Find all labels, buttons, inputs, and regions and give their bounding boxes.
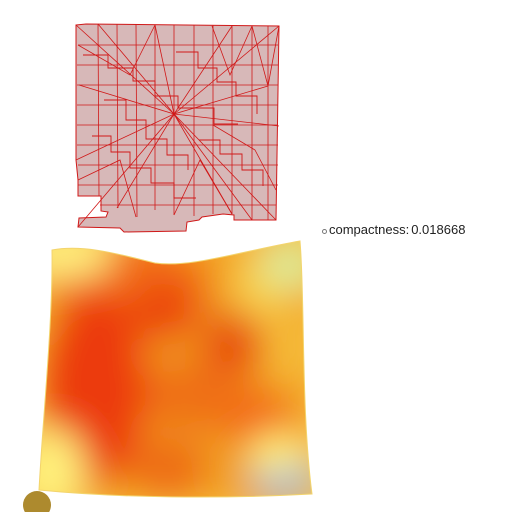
heatmap-surface [38, 240, 313, 498]
compactness-value: 0.018668 [411, 221, 466, 237]
vertex-handle-icon[interactable] [23, 491, 51, 512]
compactness-readout: compactness: 0.018668 [322, 219, 465, 239]
point-marker-icon [322, 229, 327, 234]
heatmap-edge-shadow [38, 240, 313, 498]
mesh-fill-area [75, 23, 280, 233]
compactness-label: compactness: [329, 221, 410, 237]
wireframe-mesh [75, 23, 280, 233]
heatmap-color-field [39, 241, 312, 498]
mesh-boundary-steps [83, 51, 264, 199]
mesh-triangulation-lines [75, 23, 280, 228]
